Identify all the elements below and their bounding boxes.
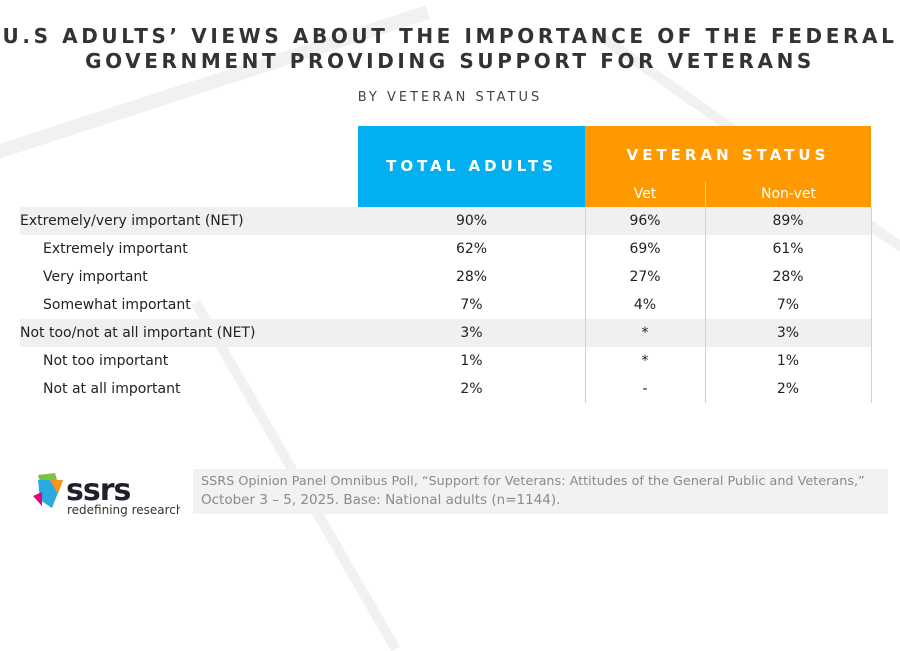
cell-value: 28% [455,269,488,285]
cell-value: 2% [776,381,800,397]
title-line: U.S ADULTS’ VIEWS ABOUT THE IMPORTANCE O… [2,24,898,48]
cell-value: * [641,325,649,341]
cell-value: 90% [455,213,488,229]
chart-title: U.S ADULTS’ VIEWS ABOUT THE IMPORTANCE O… [0,24,900,74]
cell-value: 7% [776,297,800,313]
footnote-line: October 3 – 5, 2025. Base: National adul… [201,492,561,508]
cell-value: 4% [633,297,657,313]
cell-value: 1% [460,353,483,369]
table-row: Not at all important 2% - 2% [20,375,871,403]
title-line: GOVERNMENT PROVIDING SUPPORT FOR VETERAN… [85,49,815,73]
header-vet: Vet [633,186,657,202]
footnote: SSRS Opinion Panel Omnibus Poll, “Suppor… [193,469,888,514]
column-divider [871,207,872,403]
svg-text:ssrs: ssrs [66,473,131,508]
cell-value: 2% [460,381,483,397]
row-label: Somewhat important [43,297,191,313]
cell-value: 96% [629,213,661,229]
cell-value: 7% [460,297,483,313]
row-label: Extremely important [43,241,188,257]
cell-value: 61% [772,241,804,257]
cell-value: 1% [776,353,800,369]
row-label: Extremely/very important (NET) [20,213,244,229]
row-label: Very important [43,269,148,285]
header-veteran-status-label: VETERAN STATUS [626,146,830,164]
cell-value: 62% [455,241,488,257]
ssrs-logo: ssrs redefining research [30,470,184,524]
footnote-line: SSRS Opinion Panel Omnibus Poll, “Suppor… [201,474,865,489]
row-label: Not too important [43,353,169,369]
table-row: Not too/not at all important (NET) 3% * 3% [20,319,871,347]
svg-text:redefining research: redefining research [67,503,180,517]
header-veteran-status: VETERAN STATUS Vet Non-vet [585,126,871,207]
cell-value: 69% [629,241,661,257]
cell-value: 3% [460,325,483,341]
table-row: Extremely/very important (NET) 90% 96% 89% [20,207,871,235]
table-row: Very important 28% 27% 28% [20,263,871,291]
header-total-adults: TOTAL ADULTS [358,126,585,207]
cell-value: - [642,381,648,397]
table-row: Not too important 1% * 1% [20,347,871,375]
table-row: Somewhat important 7% 4% 7% [20,291,871,319]
column-divider [705,207,706,403]
column-divider [585,207,586,403]
row-label: Not too/not at all important (NET) [20,325,256,341]
cell-value: 27% [629,269,661,285]
cell-value: 28% [772,269,804,285]
row-label: Not at all important [43,381,181,397]
cell-value: 3% [776,325,800,341]
cell-value: 89% [772,213,804,229]
chart-subtitle: BY VETERAN STATUS [357,90,543,105]
header-non-vet: Non-vet [705,182,871,207]
cell-value: * [641,353,649,369]
table-row: Extremely important 62% 69% 61% [20,235,871,263]
